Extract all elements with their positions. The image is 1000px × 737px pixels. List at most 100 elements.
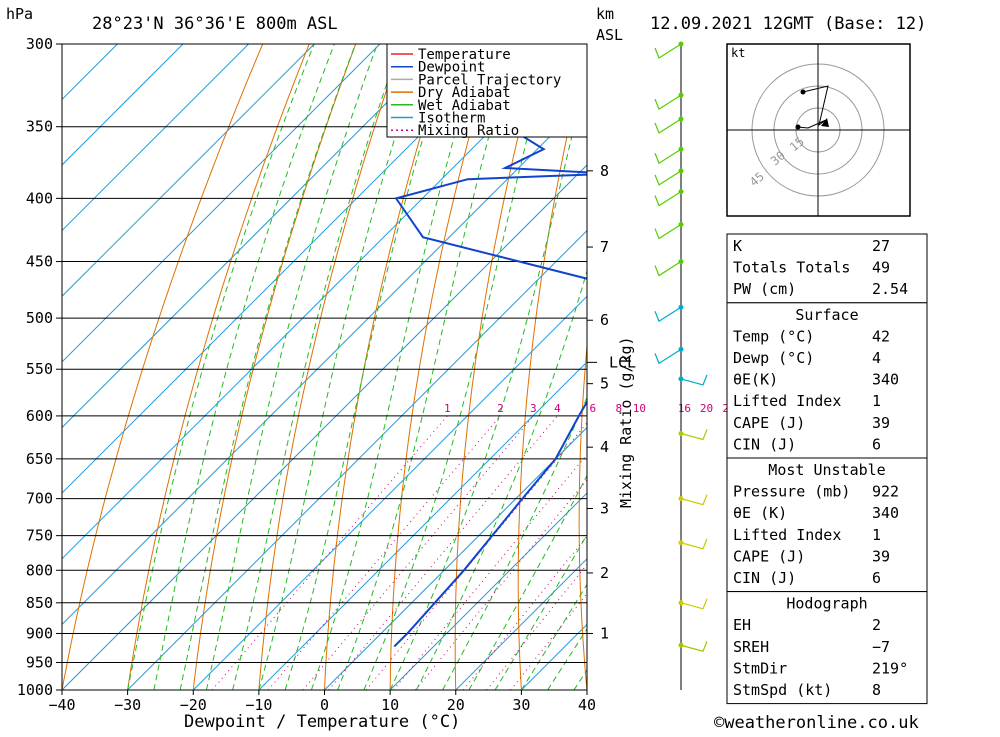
temperature-label: −30 bbox=[114, 696, 141, 714]
wet-adiabat-line bbox=[258, 44, 426, 690]
wind-barb bbox=[654, 191, 682, 207]
isotherm-line bbox=[455, 558, 587, 690]
wind-barb bbox=[654, 148, 682, 165]
date-title: 12.09.2021 12GMT (Base: 12) bbox=[650, 14, 926, 34]
pressure-axis: 300 350 400 450 500 550 600 650 700 750 800 850 900 9… bbox=[17, 35, 62, 699]
mixing-ratio-line bbox=[393, 453, 587, 690]
mixing-ratio-title: Mixing Ratio (g/kg) bbox=[617, 336, 635, 508]
isotherm-line bbox=[389, 492, 587, 690]
height-label: 1 bbox=[600, 624, 609, 642]
indices-label: Lifted Index bbox=[733, 392, 841, 410]
mixing-ratio-line bbox=[328, 415, 558, 690]
dry-adiabat-line bbox=[695, 44, 728, 690]
legend-entry: Temperature bbox=[418, 47, 511, 63]
indices-value: 2.54 bbox=[872, 280, 908, 298]
isobars bbox=[62, 43, 587, 691]
indices-label: Pressure (mb) bbox=[733, 483, 850, 501]
indices-label: CAPE (J) bbox=[733, 414, 805, 432]
indices-value: 1 bbox=[872, 392, 881, 410]
indices-block bbox=[726, 233, 928, 304]
wind-barb bbox=[680, 598, 708, 610]
temperature-label: 20 bbox=[447, 696, 465, 714]
pressure-label: 300 bbox=[26, 35, 53, 53]
isotherm-line bbox=[62, 44, 249, 232]
indices-value: 922 bbox=[872, 483, 899, 501]
dry-adiabat-line bbox=[258, 44, 403, 690]
wet-adiabat-line bbox=[442, 396, 587, 690]
dewpoint-line bbox=[393, 60, 587, 648]
indices-value: 2 bbox=[872, 616, 881, 634]
isotherm-line bbox=[62, 44, 512, 494]
dry-adiabat-line bbox=[324, 44, 450, 690]
indices-title: Surface bbox=[795, 306, 858, 324]
dry-adiabat-line bbox=[127, 44, 310, 690]
wind-barb bbox=[654, 170, 682, 186]
indices-label: Dewp (°C) bbox=[733, 349, 814, 367]
indices-value: 4 bbox=[872, 349, 881, 367]
indices-label: StmSpd (kt) bbox=[733, 681, 832, 699]
wet-adiabat-line bbox=[205, 44, 378, 690]
isotherm-line bbox=[62, 164, 587, 690]
isotherm-line bbox=[62, 98, 587, 626]
pressure-label: 950 bbox=[26, 653, 53, 671]
isotherm-line bbox=[192, 295, 587, 690]
wind-barb bbox=[654, 94, 682, 111]
pressure-label: 850 bbox=[26, 594, 53, 612]
indices-label: CIN (J) bbox=[733, 435, 796, 453]
indices-value: 42 bbox=[872, 327, 890, 345]
legend-entry: Parcel Trajectory bbox=[418, 72, 561, 88]
wet-adiabat-line bbox=[127, 44, 315, 690]
temperature-label: 10 bbox=[381, 696, 399, 714]
wind-barb bbox=[654, 43, 682, 59]
mixing-ratio-line bbox=[365, 422, 587, 690]
hodograph-point bbox=[800, 89, 806, 95]
wind-barb bbox=[654, 261, 682, 277]
location-title: 28°23'N 36°36'E 800m ASL bbox=[92, 14, 338, 34]
pressure-label: 550 bbox=[26, 360, 53, 378]
indices-label: Temp (°C) bbox=[733, 327, 814, 345]
km-label: km bbox=[596, 5, 614, 23]
indices-value: 6 bbox=[872, 569, 881, 587]
dry-adiabat-line bbox=[958, 44, 1000, 690]
height-label: 7 bbox=[600, 238, 609, 256]
indices-table: K 27 Totals Totals 49 PW (cm) 2.54 Surface Temp… bbox=[726, 233, 928, 705]
indices-value: 340 bbox=[872, 371, 899, 389]
mixing-ratio-label: 10 bbox=[633, 402, 646, 415]
temperature-label: 40 bbox=[578, 696, 596, 714]
indices-value: 6 bbox=[872, 435, 881, 453]
indices-value: 27 bbox=[872, 237, 890, 255]
indices-block bbox=[726, 302, 928, 459]
temperature-label: −40 bbox=[48, 696, 75, 714]
indices-label: CAPE (J) bbox=[733, 547, 805, 565]
indices-label: EH bbox=[733, 616, 751, 634]
height-label: 4 bbox=[600, 438, 609, 456]
lcl-label: LCL bbox=[609, 353, 636, 371]
legend-entry: Dry Adiabat bbox=[418, 85, 511, 101]
isotherm-line bbox=[127, 229, 587, 690]
wet-adiabat-line bbox=[232, 44, 401, 690]
indices-value: 8 bbox=[872, 681, 881, 699]
wind-barb bbox=[654, 118, 682, 134]
legend-box bbox=[386, 43, 588, 138]
dry-adiabat-line bbox=[62, 44, 264, 690]
height-label: 5 bbox=[600, 375, 609, 393]
indices-value: 1 bbox=[872, 526, 881, 544]
wind-barb bbox=[654, 224, 682, 240]
height-label: 8 bbox=[600, 162, 609, 180]
pressure-label: 600 bbox=[26, 407, 53, 425]
temperature-label: −10 bbox=[245, 696, 272, 714]
isotherm-line bbox=[62, 44, 184, 166]
dry-adiabat-line bbox=[638, 44, 681, 690]
wind-barb bbox=[680, 429, 708, 441]
indices-label: CIN (J) bbox=[733, 569, 796, 587]
pressure-label: 350 bbox=[26, 118, 53, 136]
plot-frame bbox=[61, 43, 588, 691]
pressure-label: 400 bbox=[26, 189, 53, 207]
storm-motion-arrow bbox=[821, 118, 829, 127]
indices-label: StmDir bbox=[733, 659, 787, 677]
indices-value: 39 bbox=[872, 414, 890, 432]
height-label: 3 bbox=[600, 499, 609, 517]
